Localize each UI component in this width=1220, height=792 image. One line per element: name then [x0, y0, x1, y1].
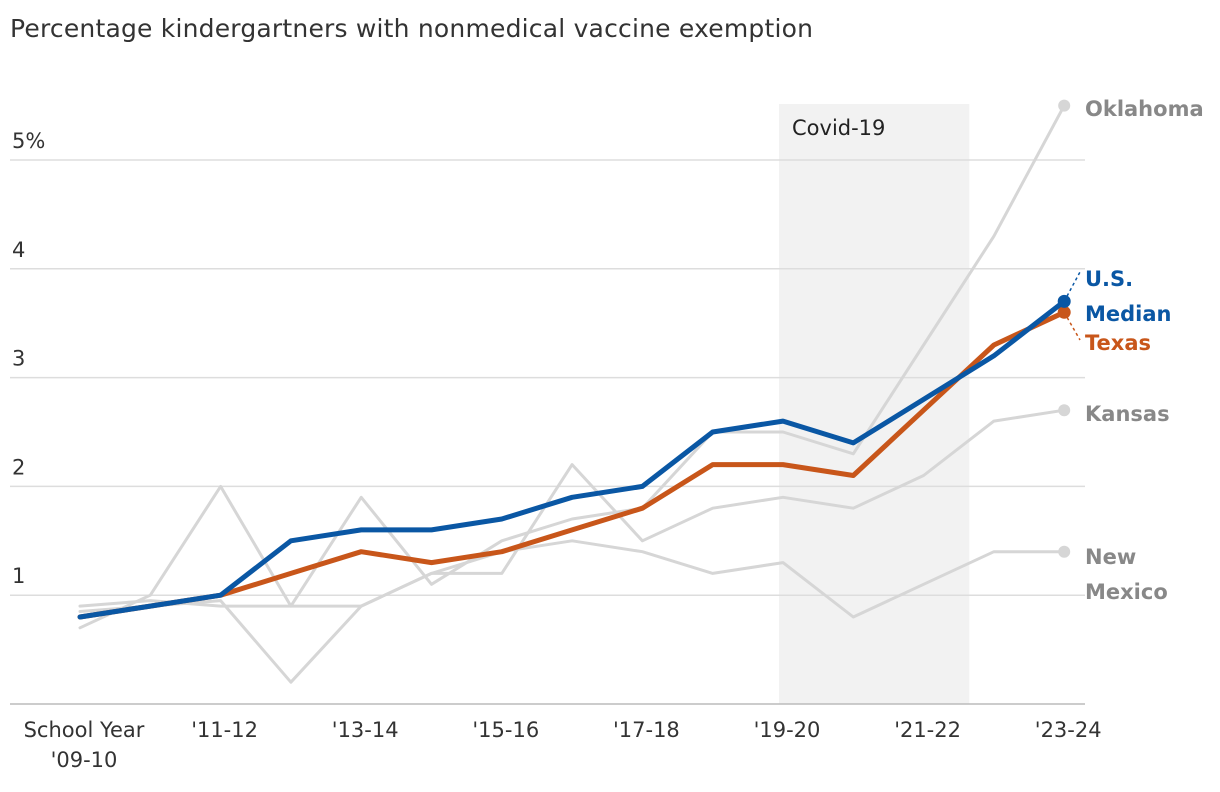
x-tick-label: School Year '09-10 — [24, 718, 145, 772]
axis-labels: 1 2 3 4 5% School Year '09-10 '11-12 '13-14 '15-1… — [12, 129, 1102, 772]
series-label-new-mexico: New Mexico — [1085, 545, 1168, 604]
y-tick-label: 3 — [12, 347, 25, 371]
x-tick-label: '13-14 — [332, 718, 399, 742]
chart-title: Percentage kindergartners with nonmedica… — [10, 14, 814, 43]
x-tick-label: '15-16 — [472, 718, 539, 742]
x-tick-label: '11-12 — [191, 718, 258, 742]
series-line-new-mexico — [78, 539, 1066, 684]
series-labels: Oklahoma Kansas New Mexico Texas U.S. Median — [1063, 97, 1204, 604]
end-point-new-mexico — [1058, 545, 1071, 558]
y-tick-label: 2 — [12, 455, 25, 479]
end-point-texas — [1057, 305, 1071, 319]
end-point-oklahoma — [1058, 99, 1071, 112]
series-line-oklahoma — [78, 104, 1066, 608]
x-tick-label: '23-24 — [1035, 718, 1102, 742]
series-line-kansas — [78, 408, 1066, 630]
x-tick-label: '17-18 — [613, 718, 680, 742]
covid-label: Covid-19 — [792, 116, 885, 140]
end-point-kansas — [1058, 404, 1071, 417]
gridlines — [10, 159, 1085, 705]
series-label-oklahoma: Oklahoma — [1085, 97, 1204, 121]
series-line-u-s-median — [77, 298, 1067, 620]
covid-shade-layer: Covid-19 — [779, 104, 970, 704]
covid-shaded-region — [779, 104, 970, 704]
comparison-lines — [78, 99, 1071, 684]
x-tick-label: '19-20 — [754, 718, 821, 742]
y-tick-label: 1 — [12, 564, 25, 588]
y-tick-label: 4 — [12, 238, 25, 262]
x-tick-label: '21-22 — [894, 718, 961, 742]
series-label-u-s-median: U.S. Median — [1085, 267, 1172, 326]
series-label-texas: Texas — [1085, 331, 1151, 355]
series-line-texas — [77, 309, 1067, 620]
y-tick-label: 5% — [12, 129, 45, 153]
series-label-kansas: Kansas — [1085, 402, 1170, 426]
leader-line-texas — [1063, 311, 1081, 341]
